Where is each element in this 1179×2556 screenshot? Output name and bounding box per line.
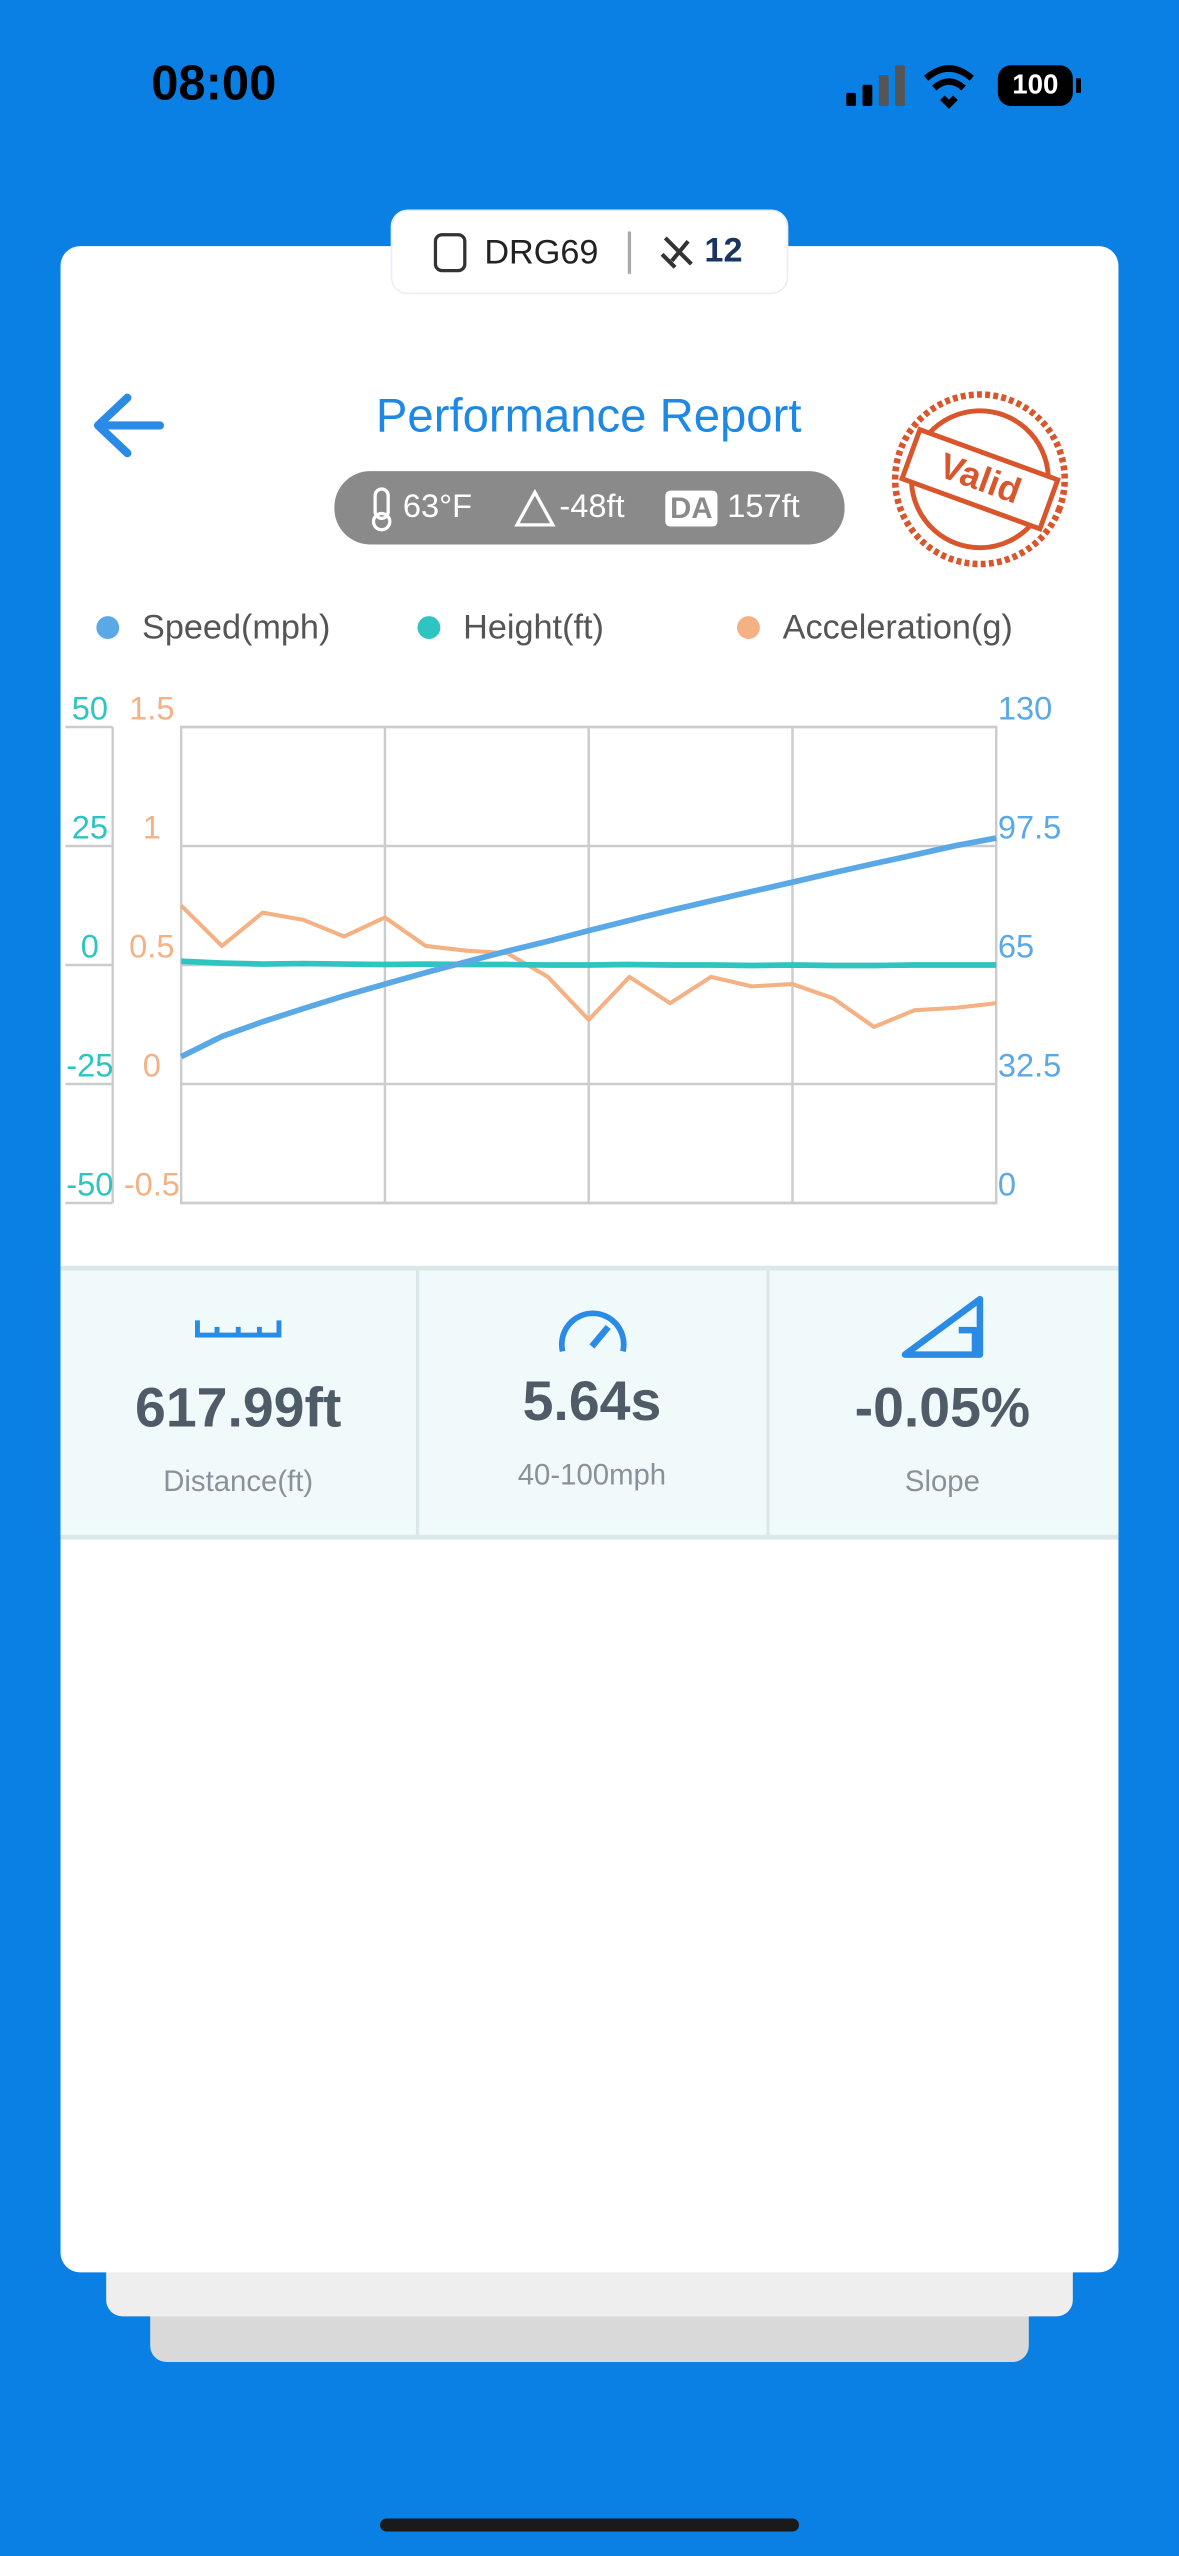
battery-icon xyxy=(997,65,1073,106)
y-tick-label: 25 xyxy=(72,808,108,845)
y-tick-label: -50 xyxy=(66,1165,113,1202)
signal-icon xyxy=(846,65,905,106)
series-line xyxy=(179,835,997,1060)
ruler-icon xyxy=(195,1320,282,1338)
y2-tick-label: 97.5 xyxy=(998,808,1061,845)
stat-label: Slope xyxy=(905,1465,980,1498)
back-button[interactable] xyxy=(93,393,165,458)
legend-label: Speed(mph) xyxy=(142,608,330,646)
temperature: 63°F xyxy=(403,487,472,524)
y3-tick-label: -0.5 xyxy=(124,1165,180,1202)
device-name: DRG69 xyxy=(484,233,598,271)
legend-dot xyxy=(96,616,120,639)
stats: 617.99ft Distance(ft) 5.64s 40-100mph -0.05%… xyxy=(135,1370,1030,1498)
da-badge: DA xyxy=(670,492,712,525)
altitude-icon xyxy=(514,488,556,527)
da-badge-box xyxy=(665,490,718,527)
y3-tick-label: 1 xyxy=(143,808,161,845)
conditions-pill xyxy=(334,471,845,545)
chart: Speed(mph) Height(ft) Acceleration(g) -50 -2… xyxy=(65,608,1061,1205)
y3-tick-label: 1.5 xyxy=(129,689,174,726)
device-pill[interactable] xyxy=(390,209,789,295)
y3-tick-label: 0.5 xyxy=(129,927,174,964)
wifi-icon xyxy=(923,65,974,109)
home-indicator xyxy=(380,2518,799,2532)
y2-tick-label: 130 xyxy=(998,689,1052,726)
density-altitude: 157ft xyxy=(727,487,799,524)
satellite-count: 12 xyxy=(704,232,742,270)
report-title: Performance Report xyxy=(376,389,802,442)
y-tick-label: 50 xyxy=(72,689,108,726)
legend-dot xyxy=(737,616,760,639)
legend-label: Height(ft) xyxy=(463,608,604,646)
series-line xyxy=(181,958,997,969)
y-tick-label: 0 xyxy=(81,927,99,964)
y2-tick-label: 32.5 xyxy=(998,1046,1061,1083)
battery-tip xyxy=(1076,78,1081,93)
y3-tick-label: 0 xyxy=(143,1046,161,1083)
y2-tick-label: 0 xyxy=(998,1165,1016,1202)
stat-value: -0.05% xyxy=(855,1376,1031,1438)
altitude: -48ft xyxy=(559,487,624,524)
y2-tick-label: 65 xyxy=(998,927,1034,964)
slope-icon xyxy=(901,1295,984,1358)
satellite-icon xyxy=(660,236,693,269)
stat-value: 5.64s xyxy=(523,1370,662,1432)
legend-label: Acceleration(g) xyxy=(783,608,1013,646)
report-card xyxy=(60,246,1119,2273)
battery-level: 100 xyxy=(1012,69,1058,100)
y-tick-label: -25 xyxy=(66,1046,113,1083)
thermometer-bulb xyxy=(371,511,392,532)
device-icon xyxy=(433,233,467,273)
series-line xyxy=(179,904,997,1030)
legend-dot xyxy=(417,616,441,639)
stat-label: Distance(ft) xyxy=(163,1465,313,1498)
gauge-needle xyxy=(589,1324,611,1349)
stat-label: 40-100mph xyxy=(518,1459,666,1492)
status-time: 08:00 xyxy=(151,56,276,110)
stat-value: 617.99ft xyxy=(135,1376,341,1438)
gauge-icon xyxy=(558,1310,627,1352)
thermometer-icon xyxy=(373,487,390,521)
